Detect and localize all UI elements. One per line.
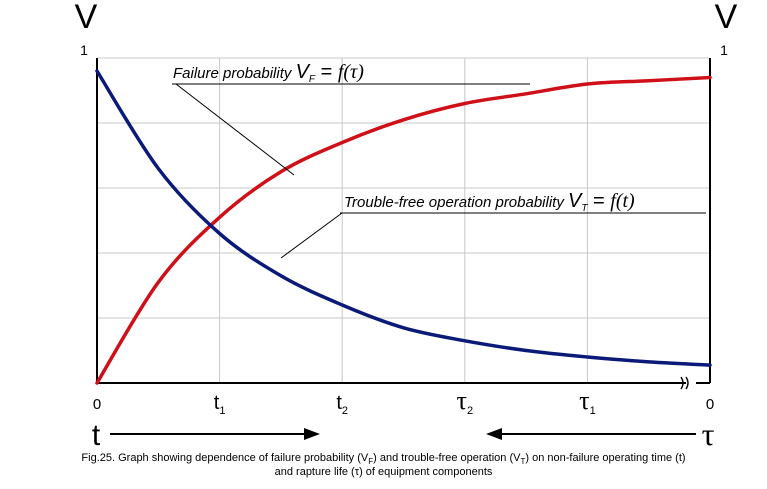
figure-caption: Fig.25. Graph showing dependence of fail… (0, 451, 767, 479)
caption-sub-f: F (368, 457, 374, 467)
failure-probability-label: Failure probability VF = f(τ) (173, 61, 364, 85)
bottom-tick-label: t1 (214, 392, 226, 417)
caption-line-1: Fig.25. Graph showing dependence of fail… (0, 451, 767, 467)
caption-part-3: ) on non-failure operating time (t) (525, 452, 686, 464)
bottom-tick-label: τ1 (579, 386, 596, 417)
grid (97, 57, 710, 383)
trouble-free-probability-curve (95, 69, 712, 367)
bottom-tick-label: 0 (93, 396, 101, 413)
life-direction-label: τ (702, 416, 715, 452)
caption-part-1: Fig.25. Graph showing dependence of fail… (81, 452, 369, 464)
bottom-tick-label: τ2 (457, 386, 474, 417)
annotations: Failure probability VF = f(τ) Trouble-fre… (172, 61, 706, 259)
curves (95, 69, 712, 385)
caption-line-2: and rapture life (τ) of equipment compon… (274, 466, 493, 478)
label-leader-line (280, 212, 343, 259)
bottom-tick-label: 0 (706, 396, 714, 413)
bottom-tick-label: t2 (336, 392, 348, 417)
caption-sub-t: T (520, 457, 526, 467)
trouble-free-probability-label: Trouble-free operation probability VT = … (344, 190, 635, 214)
direction-indicators: t τ (92, 416, 715, 452)
axis-break-mark (680, 376, 689, 390)
label-leader-line (175, 83, 295, 176)
caption-part-2: ) and trouble-free operation (V (373, 452, 521, 464)
time-direction-arrowhead (304, 428, 320, 440)
time-direction-label: t (92, 419, 101, 452)
left-axis-label: V (75, 0, 98, 36)
life-direction-arrowhead (486, 428, 502, 440)
right-top-tick-label: 1 (720, 42, 728, 58)
bottom-tick-labels: 0 t1 t2 τ2 τ1 0 (93, 386, 714, 417)
failure-probability-curve (95, 75, 712, 385)
right-axis-label: V (715, 0, 738, 36)
left-top-tick-label: 1 (80, 42, 88, 58)
